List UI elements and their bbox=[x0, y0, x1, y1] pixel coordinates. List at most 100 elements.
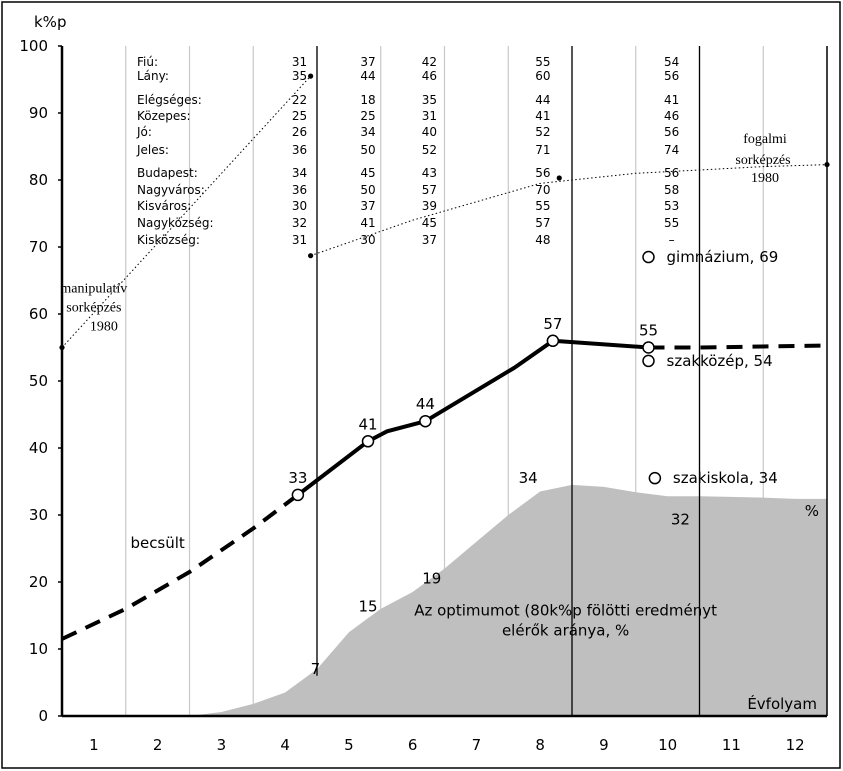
table-cell: 25 bbox=[292, 109, 307, 123]
table-cell: 39 bbox=[422, 199, 437, 213]
table-cell: 56 bbox=[664, 69, 679, 83]
table-cell: 30 bbox=[360, 233, 375, 247]
table-cell: 40 bbox=[422, 125, 437, 139]
table-cell: 70 bbox=[535, 183, 550, 197]
table-row-label: Jeles: bbox=[136, 143, 169, 157]
fogalmi-label: fogalmi bbox=[743, 132, 787, 147]
y-tick-label: 30 bbox=[29, 506, 48, 524]
table-cell: 52 bbox=[535, 125, 550, 139]
table-cell: 31 bbox=[292, 55, 307, 69]
area-value-label: 15 bbox=[358, 598, 377, 616]
data-point bbox=[419, 414, 432, 428]
table-cell: 37 bbox=[360, 55, 375, 69]
table-row-label: Közepes: bbox=[137, 109, 191, 123]
y-tick-label: 50 bbox=[29, 372, 48, 390]
table-cell: 53 bbox=[664, 199, 679, 213]
table-cell: 43 bbox=[422, 166, 437, 180]
area-value-label: 19 bbox=[422, 570, 441, 588]
y-tick-label: 80 bbox=[29, 171, 48, 189]
data-point bbox=[361, 435, 375, 448]
y-tick-label: 0 bbox=[38, 707, 48, 725]
series-line-measured bbox=[296, 338, 649, 497]
fogalmi-dot bbox=[556, 175, 562, 181]
table-cell: 45 bbox=[422, 216, 437, 230]
table-row-label: Kisközség: bbox=[137, 233, 200, 247]
table-cell: 26 bbox=[292, 125, 307, 139]
table-row-label: Lány: bbox=[137, 69, 169, 83]
table-cell: 56 bbox=[664, 125, 679, 139]
school-type-point bbox=[642, 250, 655, 264]
fogalmi-label: sorképzés bbox=[735, 153, 790, 168]
y-tick-label: 100 bbox=[19, 37, 48, 55]
data-point-label: 41 bbox=[358, 415, 377, 433]
table-cell: 46 bbox=[422, 69, 437, 83]
table-row-label: Budapest: bbox=[137, 166, 198, 180]
table-cell: 56 bbox=[535, 166, 550, 180]
y-tick-label: 60 bbox=[29, 305, 48, 323]
area-value-label: 32 bbox=[671, 511, 690, 529]
table-row-label: Elégséges: bbox=[137, 93, 202, 107]
manipulativ-label: 1980 bbox=[90, 320, 118, 335]
table-cell: – bbox=[669, 233, 675, 247]
table-cell: 50 bbox=[360, 143, 375, 157]
table-cell: 37 bbox=[422, 233, 437, 247]
table-cell: 45 bbox=[360, 166, 375, 180]
x-tick-label: 12 bbox=[786, 736, 805, 754]
school-type-point bbox=[642, 354, 655, 368]
table-cell: 32 bbox=[292, 216, 307, 230]
table-cell: 41 bbox=[360, 216, 375, 230]
x-tick-label: 1 bbox=[89, 736, 99, 754]
table-cell: 25 bbox=[360, 109, 375, 123]
manipulativ-dot bbox=[59, 344, 65, 351]
table-cell: 55 bbox=[664, 216, 679, 230]
table-cell: 54 bbox=[664, 55, 679, 69]
fogalmi-dot bbox=[308, 253, 314, 259]
y-tick-label: 20 bbox=[29, 573, 48, 591]
table-cell: 41 bbox=[664, 93, 679, 107]
data-point bbox=[642, 341, 655, 354]
area-description: Az optimumot (80k%p fölötti eredményt bbox=[414, 602, 717, 620]
x-tick-label: 11 bbox=[722, 736, 741, 754]
table-cell: 46 bbox=[664, 109, 679, 123]
area-value-label: 7 bbox=[311, 660, 321, 678]
x-tick-label: 7 bbox=[472, 736, 482, 754]
table-cell: 56 bbox=[664, 166, 679, 180]
y-tick-label: 70 bbox=[29, 238, 48, 256]
table-cell: 18 bbox=[360, 93, 375, 107]
table-cell: 55 bbox=[535, 55, 550, 69]
area-value-label: 34 bbox=[519, 469, 538, 487]
y-tick-label: 10 bbox=[29, 640, 48, 658]
data-point bbox=[546, 334, 560, 348]
data-point-label: 44 bbox=[416, 395, 435, 413]
school-type-label: gimnázium, 69 bbox=[667, 248, 779, 266]
table-cell: 34 bbox=[360, 125, 375, 139]
data-point-label: 55 bbox=[639, 322, 658, 340]
table-cell: 36 bbox=[292, 143, 307, 157]
table-cell: 35 bbox=[422, 93, 437, 107]
manipulativ-label: sorképzés bbox=[66, 301, 121, 316]
table-cell: 58 bbox=[664, 183, 679, 197]
table-cell: 41 bbox=[535, 109, 550, 123]
series-label: becsült bbox=[130, 534, 184, 552]
table-cell: 34 bbox=[292, 166, 307, 180]
fogalmi-label: 1980 bbox=[751, 171, 779, 186]
table-cell: 22 bbox=[292, 93, 307, 107]
table-row-label: Fiú: bbox=[137, 55, 158, 69]
x-tick-label: 8 bbox=[535, 736, 545, 754]
manipulativ-curve bbox=[61, 75, 311, 348]
school-type-label: szakiskola, 34 bbox=[673, 469, 778, 487]
manipulativ-label: manipulatív bbox=[60, 282, 127, 297]
data-point bbox=[291, 488, 305, 502]
y-tick-label: 90 bbox=[29, 104, 48, 122]
table-row-label: Nagyváros: bbox=[137, 183, 205, 197]
y-tick-label: 40 bbox=[29, 439, 48, 457]
table-cell: 48 bbox=[535, 233, 550, 247]
data-point-label: 33 bbox=[288, 469, 307, 487]
x-tick-label: 3 bbox=[217, 736, 227, 754]
x-tick-label: 4 bbox=[280, 736, 290, 754]
table-row-label: Kisváros: bbox=[137, 199, 191, 213]
x-tick-label: 5 bbox=[344, 736, 354, 754]
table-cell: 57 bbox=[422, 183, 437, 197]
